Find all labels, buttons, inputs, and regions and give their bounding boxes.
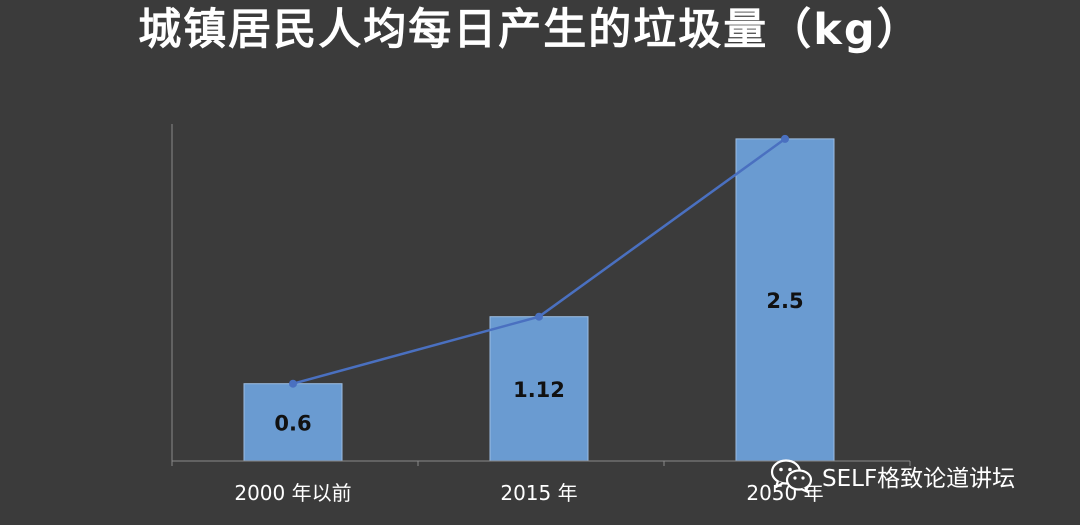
line-layer <box>289 134 789 388</box>
labels-layer: 0.6 1.12 2.5 2000 年以前 2015 年 2050 年 <box>234 289 823 505</box>
wechat-icon <box>770 459 813 494</box>
data-label-1: 0.6 <box>274 411 311 435</box>
data-label-2: 1.12 <box>513 378 565 402</box>
x-tick-label-3: 2050 年 <box>746 481 823 505</box>
watermark-text: SELF格致论道讲坛 <box>822 466 1016 492</box>
x-tick-label-1: 2000 年以前 <box>234 481 351 505</box>
bar-3 <box>735 138 835 462</box>
x-tick-label-2: 2015 年 <box>500 481 577 505</box>
chart-title: 城镇居民人均每日产生的垃圾量（kg） <box>138 5 922 55</box>
bars-layer <box>243 138 835 462</box>
line-point-1 <box>289 379 297 388</box>
line-point-2 <box>535 312 543 321</box>
bar-1 <box>243 383 343 462</box>
watermark: SELF格致论道讲坛 <box>770 458 1015 494</box>
data-label-3: 2.5 <box>766 289 803 313</box>
line-point-3 <box>781 134 789 143</box>
